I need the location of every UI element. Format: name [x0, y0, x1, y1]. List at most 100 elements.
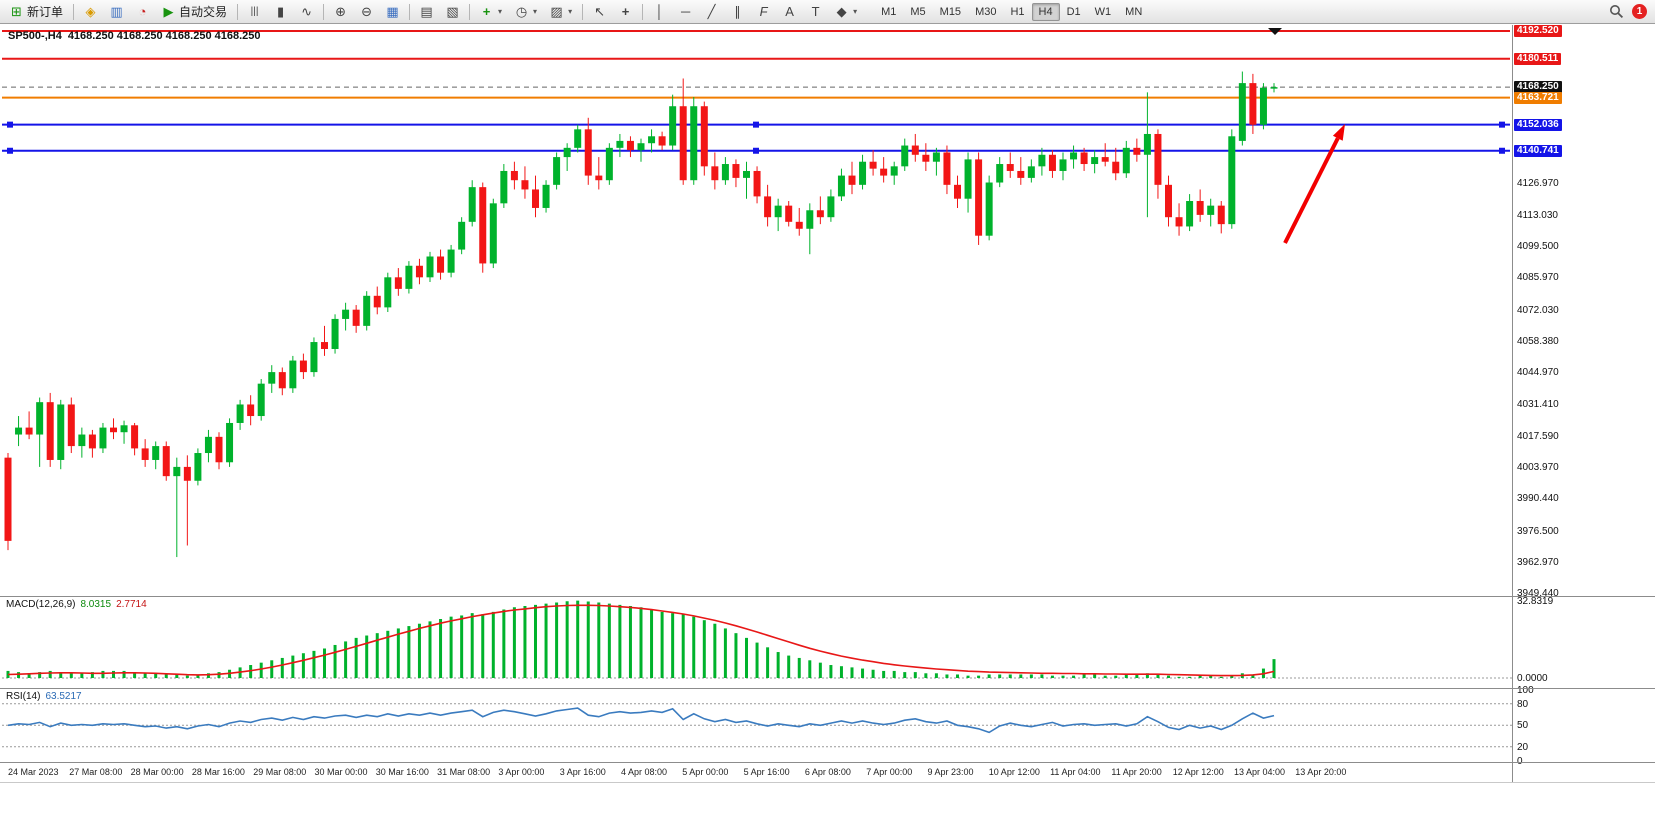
price-axis-label: 4058.380 — [1517, 336, 1559, 348]
channel-button[interactable]: ∥ — [725, 2, 750, 22]
candle-body — [1101, 157, 1109, 162]
candle-body — [1207, 205, 1215, 215]
price-tag-4152.036[interactable]: 4152.036 — [1514, 118, 1562, 131]
cursor-button[interactable]: ↖ — [587, 2, 612, 22]
timeframe-H4[interactable]: H4 — [1031, 2, 1060, 21]
line-handle[interactable] — [1499, 121, 1505, 128]
shapes-icon: ◆ — [836, 4, 847, 19]
timeframe-W1[interactable]: W1 — [1094, 5, 1112, 18]
candle-body — [1027, 166, 1035, 178]
time-axis[interactable]: 24 Mar 2023 27 Mar 08:00 28 Mar 00:00 28 Ma… — [0, 763, 1512, 782]
templates-button[interactable]: ▨ ▾ — [544, 2, 578, 22]
auto-trading-icon: ▶ — [163, 4, 174, 19]
line-handle[interactable] — [753, 121, 759, 128]
candle-body — [25, 427, 33, 435]
rsi-pane[interactable] — [2, 689, 1512, 762]
notification-badge[interactable]: 1 — [1632, 4, 1647, 19]
search-icon[interactable] — [1609, 4, 1624, 19]
timeframe-MN[interactable]: MN — [1125, 5, 1143, 18]
toolbar-right: 1 — [1609, 4, 1651, 19]
add-indicator-button[interactable]: + ▾ — [474, 2, 508, 22]
cascade-windows-button[interactable]: ▧ — [440, 2, 465, 22]
price-chart[interactable] — [2, 26, 1512, 596]
market-watch-button[interactable]: ▥ — [104, 2, 129, 22]
candle-body — [532, 189, 539, 208]
periods-button[interactable]: ◷ ▾ — [509, 2, 543, 22]
candle-body — [880, 168, 888, 176]
rsi-label: RSI(14) 63.5217 — [6, 691, 82, 702]
candle-body — [911, 145, 919, 155]
candle-body — [553, 157, 561, 185]
price-axis[interactable]: 4126.970 4113.030 4099.500 4085.970 4072.030… — [1512, 25, 1655, 782]
candle-body — [711, 166, 719, 181]
candle-body — [384, 277, 392, 308]
candlestick-chart-button[interactable]: ▮ — [268, 2, 293, 22]
new-order-button[interactable]: ⊞ 新订单 — [4, 2, 69, 22]
horizontal-line-button[interactable]: ─ — [673, 2, 698, 22]
candle-body — [1091, 157, 1099, 165]
shapes-button[interactable]: ◆ ▾ — [829, 2, 863, 22]
price-tag-4180.511[interactable]: 4180.511 — [1514, 52, 1562, 65]
price-tag-4192.520[interactable]: 4192.520 — [1514, 25, 1562, 37]
time-axis-label: 27 Mar 08:00 — [69, 767, 123, 777]
candle-body — [278, 372, 286, 389]
vertical-line-button[interactable]: │ — [647, 2, 672, 22]
tile-windows-button[interactable]: ▦ — [380, 2, 405, 22]
price-tag-4140.741[interactable]: 4140.741 — [1514, 144, 1562, 157]
time-axis-label: 4 Apr 08:00 — [621, 767, 668, 777]
time-axis-label: 31 Mar 08:00 — [437, 767, 491, 777]
line-handle[interactable] — [1499, 147, 1505, 154]
bar-chart-button[interactable]: ||| — [242, 2, 267, 22]
candle-body — [4, 457, 12, 541]
zoom-out-button[interactable]: ⊖ — [354, 2, 379, 22]
candle-body — [510, 170, 518, 181]
text-button[interactable]: A — [777, 2, 802, 22]
crosshair-button[interactable]: + — [613, 2, 638, 22]
line-chart-button[interactable]: ∿ — [294, 2, 319, 22]
time-axis-label: 5 Apr 16:00 — [743, 767, 790, 777]
pane-separator[interactable] — [0, 688, 1655, 689]
candle-body — [88, 434, 96, 449]
timeframe-D1[interactable]: D1 — [1066, 5, 1081, 18]
candle-body — [806, 210, 814, 229]
timeframe-H1[interactable]: H1 — [1010, 5, 1025, 18]
annotation-arrow[interactable] — [1283, 137, 1340, 244]
metaeditor-button[interactable]: ◈ — [78, 2, 103, 22]
vertical-line-icon: │ — [655, 4, 664, 19]
text-label-button[interactable]: T — [803, 2, 828, 22]
timeframe-M1[interactable]: M1 — [881, 5, 897, 18]
pane-separator[interactable] — [0, 596, 1655, 597]
macd-pane[interactable] — [2, 597, 1512, 688]
auto-trading-button[interactable]: ▶ 自动交易 — [156, 2, 233, 22]
line-handle[interactable] — [753, 147, 759, 154]
line-handle[interactable] — [7, 147, 13, 154]
candle-body — [447, 249, 455, 273]
trendline-icon: ╱ — [707, 4, 716, 19]
price-tag-4163.721[interactable]: 4163.721 — [1514, 91, 1562, 104]
timeframe-M5[interactable]: M5 — [910, 5, 926, 18]
trendline-button[interactable]: ╱ — [699, 2, 724, 22]
time-axis-label: 3 Apr 00:00 — [498, 767, 545, 777]
candle-body — [605, 147, 613, 181]
price-axis-label: 4099.500 — [1517, 241, 1559, 253]
timeframe-M30[interactable]: M30 — [975, 5, 997, 18]
time-axis-label: 28 Mar 00:00 — [130, 767, 184, 777]
strategy-tester-button[interactable]: ◔ — [130, 2, 155, 22]
candle-body — [658, 136, 666, 146]
candle-body — [996, 164, 1004, 183]
candle-body — [869, 161, 877, 169]
fibonacci-button[interactable]: F — [751, 2, 776, 22]
macd-signal-line — [7, 604, 1275, 677]
zoom-in-button[interactable]: ⊕ — [328, 2, 353, 22]
timeframe-M15[interactable]: M15 — [939, 5, 962, 18]
candle-body — [690, 106, 698, 181]
price-axis-label: 3949.440 — [1517, 588, 1559, 599]
arrange-windows-button[interactable]: ▤ — [414, 2, 439, 22]
candle-body — [247, 404, 255, 417]
pane-separator[interactable] — [0, 762, 1655, 763]
line-handle[interactable] — [7, 121, 13, 128]
price-tag-4168.250[interactable]: 4168.250 — [1514, 81, 1562, 94]
annotation-arrow-head[interactable] — [1332, 124, 1345, 141]
main-toolbar: ⊞ 新订单 ◈ ▥ ◔ ▶ 自动交易 ||| ▮ ∿ ⊕ ⊖ ▦ ▤ ▧ + ▾ … — [0, 0, 1655, 24]
candle-body — [1175, 217, 1183, 227]
